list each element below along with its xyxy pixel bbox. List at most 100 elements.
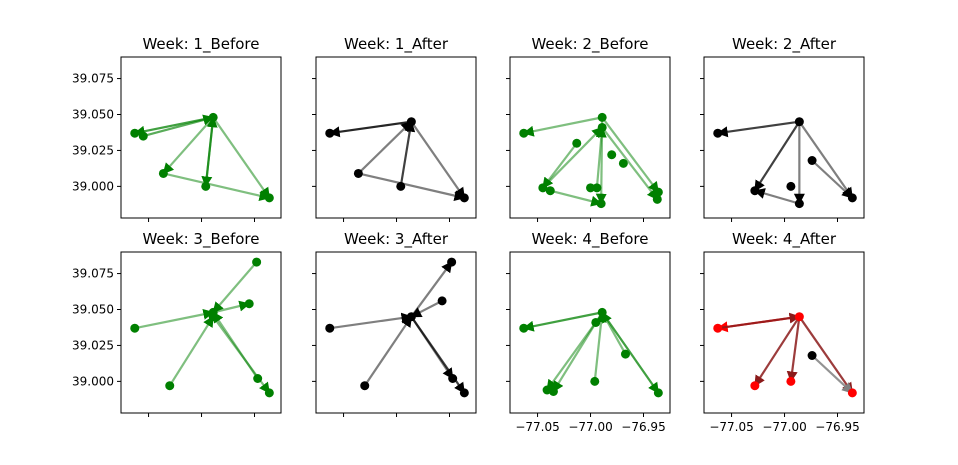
x-tick-label: −76.95: [621, 420, 665, 434]
plot-area: [703, 56, 865, 219]
data-point: [794, 312, 804, 322]
chart-panel-6: Week: 3_After: [312, 230, 477, 417]
data-point: [847, 388, 857, 398]
data-point: [264, 193, 274, 203]
x-tick-label: −77.00: [762, 420, 806, 434]
y-tick-label: 39.025: [72, 338, 114, 352]
flow-arrow: [357, 120, 413, 175]
data-point: [130, 323, 140, 333]
y-tick-label: 39.075: [72, 72, 114, 86]
flow-arrow: [328, 120, 412, 138]
flow-arrow: [601, 126, 659, 201]
data-point: [353, 168, 363, 178]
y-tick-label: 39.050: [72, 108, 114, 122]
data-point: [208, 312, 218, 322]
chart-panel-2: Week: 1_After: [312, 35, 477, 222]
flow-arrow: [168, 315, 215, 387]
data-point: [130, 128, 140, 138]
data-point: [618, 158, 628, 168]
data-point: [459, 388, 469, 398]
flow-arrow: [541, 142, 578, 189]
data-point: [406, 117, 416, 127]
data-point: [807, 156, 817, 165]
data-point: [794, 199, 804, 209]
plot-area: [315, 251, 477, 414]
chart-title: Week: 1_Before: [142, 35, 259, 54]
flow-arrow: [753, 121, 801, 192]
data-point: [620, 349, 630, 359]
x-tick-label: −77.00: [568, 420, 612, 434]
flow-arrow: [329, 312, 413, 330]
data-point: [597, 112, 607, 122]
flow-arrow: [212, 300, 251, 314]
flow-arrow: [399, 120, 416, 187]
plot-area: [120, 56, 282, 219]
x-tick-label: −76.95: [815, 420, 859, 434]
data-point: [545, 186, 555, 196]
data-point: [208, 112, 218, 122]
flow-arrow: [212, 261, 258, 314]
flow-arrow: [717, 312, 801, 330]
chart-title: Week: 2_After: [732, 35, 837, 54]
data-point: [165, 381, 175, 391]
data-point: [138, 131, 148, 141]
data-point: [786, 376, 796, 386]
chart-title: Week: 3_Before: [142, 230, 259, 249]
data-point: [713, 128, 723, 138]
chart-title: Week: 4_After: [732, 230, 837, 249]
data-point: [597, 122, 607, 132]
data-point: [653, 388, 663, 398]
y-tick-label: 39.050: [72, 303, 114, 317]
chart-title: Week: 3_After: [344, 230, 449, 249]
data-point: [252, 257, 262, 267]
chart-title: Week: 1_After: [344, 35, 449, 54]
flow-arrow: [753, 188, 800, 205]
chart-title: Week: 2_Before: [531, 35, 648, 54]
data-point: [519, 323, 529, 333]
flow-arrow: [363, 315, 413, 387]
chart-panel-1: Week: 1_Before 39.075 39.050 39.025 39.000: [72, 35, 282, 222]
data-point: [538, 183, 548, 193]
data-point: [607, 150, 617, 160]
data-point: [264, 388, 274, 398]
flow-arrow: [601, 311, 660, 394]
flow-arrow: [546, 321, 597, 391]
flow-arrow: [549, 189, 603, 207]
flow-arrow: [142, 114, 215, 138]
flow-arrow: [798, 316, 854, 394]
plot-area: [703, 251, 865, 414]
chart-title: Week: 4_Before: [531, 230, 648, 249]
data-point: [652, 194, 662, 204]
data-point: [158, 168, 168, 178]
data-point: [396, 181, 406, 191]
flow-arrow: [212, 116, 271, 199]
data-point: [325, 323, 335, 333]
chart-panel-8: Week: 4_After −77.05 −77.00 −76.95: [700, 230, 865, 434]
flow-arrow: [358, 172, 466, 202]
data-point: [360, 381, 370, 391]
data-point: [459, 193, 469, 203]
flow-arrow: [522, 311, 603, 332]
data-point: [548, 386, 558, 396]
flow-arrow: [410, 299, 443, 318]
x-tick-label: −77.05: [515, 420, 559, 434]
data-point: [596, 199, 606, 209]
data-point: [253, 374, 263, 383]
flow-arrow: [522, 116, 603, 137]
flow-arrow: [811, 354, 854, 394]
plot-area: [120, 251, 282, 414]
flow-arrow: [753, 316, 801, 387]
flow-arrow: [716, 120, 800, 138]
y-tick-label: 39.025: [72, 143, 114, 157]
chart-panel-7: Week: 4_Before −77.05 −77.00 −76.95: [506, 230, 671, 434]
flow-arrow: [811, 159, 854, 199]
data-point: [592, 183, 602, 193]
data-point: [244, 299, 254, 309]
flow-arrow: [410, 121, 466, 199]
data-point: [591, 317, 601, 327]
data-point: [750, 186, 760, 196]
data-point: [750, 381, 760, 391]
chart-panel-5: Week: 3_Before 39.075 39.050 39.025 39.000: [72, 230, 282, 417]
flow-arrow: [204, 116, 218, 187]
